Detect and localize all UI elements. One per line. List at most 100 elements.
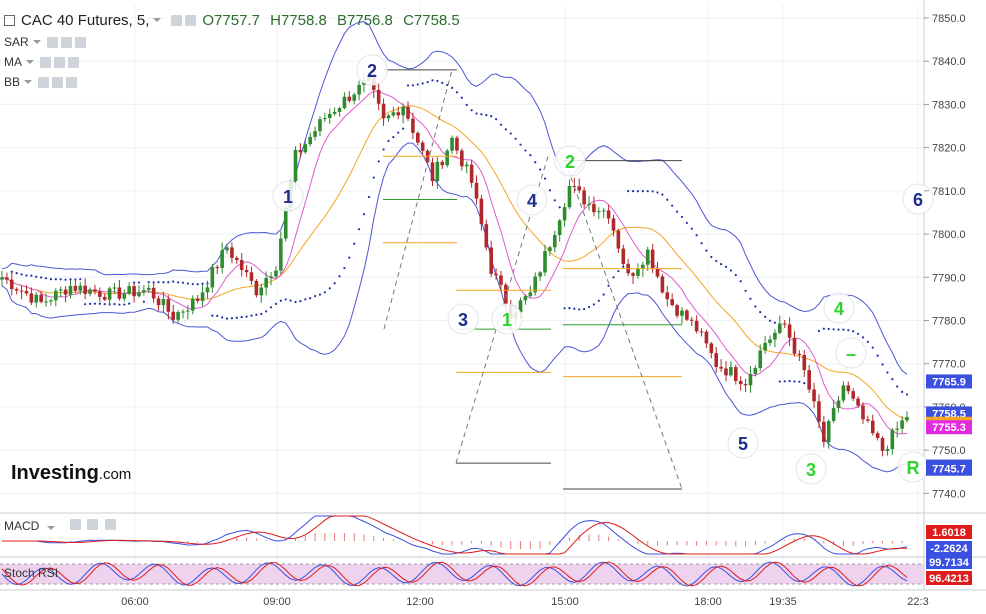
sar-dot bbox=[529, 154, 532, 157]
price-tick-label: 7840.0 bbox=[932, 56, 966, 68]
candle-body bbox=[895, 428, 900, 430]
time-tick-label: 18:00 bbox=[694, 596, 722, 608]
sar-dot bbox=[353, 242, 356, 245]
sar-dot bbox=[318, 293, 322, 296]
candle-body bbox=[117, 287, 122, 299]
macd-badge-label: 1.6018 bbox=[932, 527, 966, 539]
sar-dot bbox=[225, 317, 229, 320]
candle-body bbox=[763, 342, 767, 351]
sar-dot bbox=[157, 281, 160, 284]
indicator-bb[interactable]: BB bbox=[4, 74, 78, 90]
gear-icon[interactable] bbox=[60, 36, 72, 48]
candle-body bbox=[225, 247, 229, 251]
candle-body bbox=[543, 251, 547, 273]
candle-body bbox=[122, 293, 127, 299]
close-icon[interactable] bbox=[66, 76, 78, 88]
candle-body bbox=[235, 257, 239, 260]
candle-body bbox=[19, 290, 24, 292]
chevron-down-icon[interactable] bbox=[24, 80, 33, 84]
sar-dot bbox=[558, 206, 561, 209]
stoch-panel-header[interactable]: Stoch RSI bbox=[4, 566, 58, 580]
eye-icon[interactable] bbox=[40, 56, 51, 68]
wave-label-circle bbox=[356, 54, 388, 86]
sar-dot bbox=[25, 274, 28, 277]
sar-dot bbox=[490, 115, 493, 118]
candle-body bbox=[49, 300, 53, 302]
candle-body bbox=[601, 210, 606, 212]
chevron-down-icon[interactable] bbox=[26, 60, 34, 64]
sar-dot bbox=[289, 299, 292, 302]
close-icon[interactable] bbox=[68, 56, 79, 68]
gear-icon[interactable] bbox=[52, 76, 64, 88]
indicator-ma[interactable]: MA bbox=[4, 54, 79, 70]
wave-label-circle bbox=[447, 303, 479, 335]
sar-dot bbox=[583, 307, 586, 311]
chart-header: CAC 40 Futures, 5, O7757.7 H7758.8 B7756… bbox=[4, 10, 466, 30]
candle-body bbox=[670, 299, 674, 306]
sar-dot bbox=[592, 303, 596, 306]
candle-body bbox=[14, 289, 19, 291]
wave-label: 5 bbox=[738, 434, 748, 454]
candle-body bbox=[538, 272, 542, 277]
eye-icon[interactable] bbox=[46, 36, 58, 48]
candle-body bbox=[724, 368, 728, 376]
sar-dot bbox=[181, 281, 185, 284]
eye-icon[interactable] bbox=[38, 76, 50, 88]
sar-dot bbox=[710, 255, 713, 259]
candle-body bbox=[484, 224, 489, 248]
sar-dot bbox=[221, 316, 224, 319]
candle-body bbox=[758, 350, 763, 369]
candle-body bbox=[63, 289, 68, 295]
sar-dot bbox=[382, 148, 385, 151]
gear-icon[interactable] bbox=[54, 56, 65, 68]
candle-body bbox=[719, 366, 723, 369]
chevron-down-icon[interactable] bbox=[32, 40, 41, 44]
candle-body bbox=[562, 207, 567, 221]
macd-panel-header[interactable]: MACD bbox=[4, 519, 116, 533]
candle-body bbox=[636, 268, 640, 276]
close-icon[interactable] bbox=[104, 519, 116, 530]
candle-body bbox=[127, 286, 131, 294]
chevron-down-icon[interactable] bbox=[153, 18, 162, 22]
close-icon[interactable] bbox=[74, 36, 86, 48]
sar-dot bbox=[137, 281, 141, 284]
candle-body bbox=[455, 137, 459, 151]
sar-dot bbox=[328, 287, 331, 290]
price-badge-label: 7745.7 bbox=[932, 464, 966, 476]
sar-dot bbox=[768, 319, 772, 322]
sar-dot bbox=[79, 278, 82, 281]
candle-body bbox=[450, 137, 454, 151]
menu-icon[interactable] bbox=[4, 14, 15, 26]
candle-body bbox=[93, 289, 97, 292]
sar-dot bbox=[563, 307, 566, 310]
sar-dot bbox=[896, 385, 899, 388]
indicator-label: SAR bbox=[4, 35, 29, 49]
sar-dot bbox=[622, 265, 625, 268]
time-tick-label: 09:00 bbox=[263, 596, 291, 608]
gear-icon[interactable] bbox=[185, 14, 197, 26]
sar-dot bbox=[309, 297, 312, 300]
candle-body bbox=[34, 294, 39, 303]
candle-body bbox=[611, 218, 616, 231]
sar-dot bbox=[402, 127, 405, 130]
price-tick-label: 7820.0 bbox=[932, 143, 966, 155]
eye-icon[interactable] bbox=[171, 14, 183, 26]
candle-body bbox=[274, 270, 278, 277]
indicator-sar[interactable]: SAR bbox=[4, 34, 86, 50]
chevron-down-icon[interactable] bbox=[46, 526, 55, 530]
gear-icon[interactable] bbox=[87, 519, 99, 530]
sar-dot bbox=[827, 327, 830, 331]
logo-suffix: .com bbox=[98, 466, 132, 483]
sar-dot bbox=[671, 204, 674, 207]
candle-body bbox=[592, 203, 596, 213]
candle-body bbox=[176, 312, 180, 320]
candle-body bbox=[342, 96, 347, 109]
sar-dot bbox=[147, 281, 150, 284]
stoch-badge-label: 96.4213 bbox=[929, 573, 969, 585]
eye-icon[interactable] bbox=[70, 519, 82, 530]
sar-dot bbox=[362, 213, 366, 216]
candle-body bbox=[875, 433, 880, 439]
sar-dot bbox=[519, 143, 522, 146]
sar-dot bbox=[700, 242, 703, 245]
